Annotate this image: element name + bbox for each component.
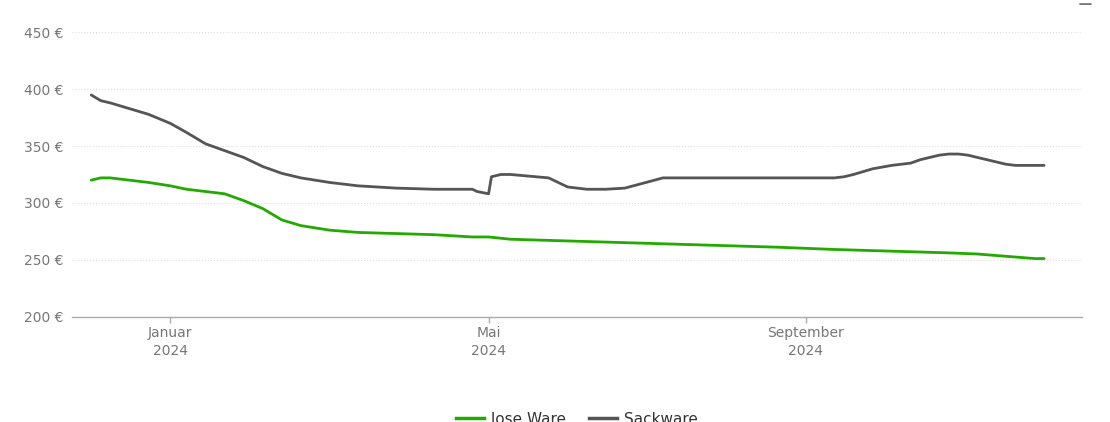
Text: ☰: ☰ (1078, 0, 1092, 9)
Legend: lose Ware, Sackware: lose Ware, Sackware (450, 406, 705, 422)
